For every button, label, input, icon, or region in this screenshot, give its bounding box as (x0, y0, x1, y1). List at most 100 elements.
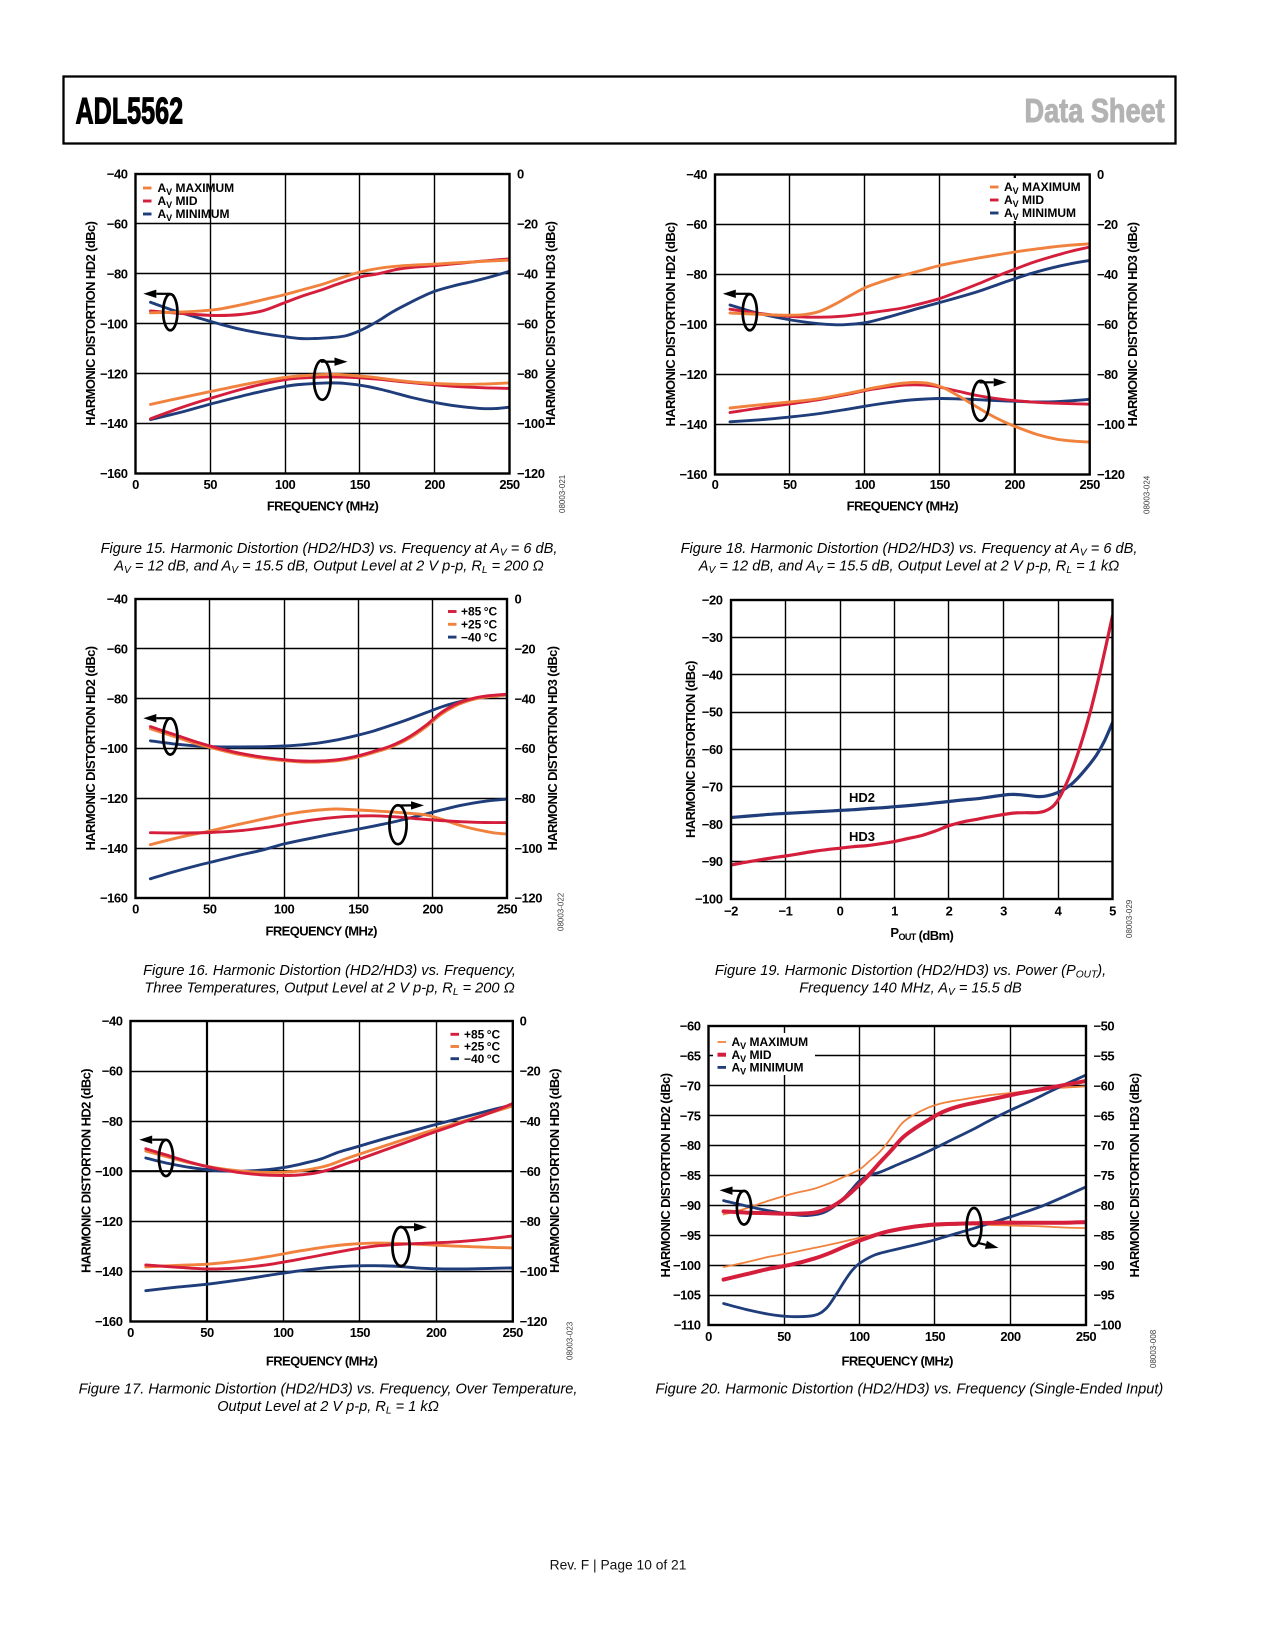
svg-text:Figure 20. Harmonic Distortion: Figure 20. Harmonic Distortion (HD2/HD3)… (656, 1381, 1164, 1397)
svg-text:−95: −95 (1094, 1288, 1115, 1303)
svg-text:250: 250 (1076, 1329, 1097, 1344)
svg-text:−20: −20 (515, 641, 536, 656)
svg-text:−80: −80 (102, 1114, 123, 1129)
svg-text:−60: −60 (1094, 1078, 1115, 1093)
svg-text:100: 100 (849, 1329, 870, 1344)
svg-text:−80: −80 (1094, 1198, 1115, 1213)
svg-text:−95: −95 (680, 1228, 701, 1243)
svg-text:200: 200 (1005, 477, 1026, 492)
svg-text:FREQUENCY (MHz): FREQUENCY (MHz) (842, 1354, 954, 1369)
svg-text:−140: −140 (680, 417, 708, 432)
svg-text:ADL5562: ADL5562 (76, 89, 184, 131)
svg-text:−160: −160 (100, 466, 128, 481)
svg-text:−120: −120 (95, 1214, 123, 1229)
svg-text:−40: −40 (102, 1014, 123, 1029)
svg-text:08003-022: 08003-022 (557, 892, 566, 931)
svg-text:−40: −40 (517, 266, 538, 281)
svg-text:AV MINIMUM: AV MINIMUM (158, 207, 230, 223)
svg-text:−100: −100 (680, 317, 708, 332)
svg-text:100: 100 (855, 477, 876, 492)
svg-text:−80: −80 (107, 266, 128, 281)
svg-text:−100: −100 (695, 892, 723, 907)
svg-text:−80: −80 (107, 691, 128, 706)
svg-text:0: 0 (517, 167, 524, 182)
svg-text:Output Level at 2 V p-p, RL =: Output Level at 2 V p-p, RL = 1 kΩ (217, 1399, 439, 1417)
svg-text:150: 150 (930, 477, 951, 492)
svg-text:AV MAXIMUM: AV MAXIMUM (158, 181, 235, 197)
svg-text:−60: −60 (686, 217, 707, 232)
svg-text:0: 0 (132, 477, 139, 492)
svg-text:−120: −120 (515, 891, 543, 906)
svg-text:−80: −80 (702, 817, 723, 832)
svg-text:250: 250 (499, 477, 520, 492)
svg-text:0: 0 (837, 904, 844, 919)
svg-text:−100: −100 (95, 1164, 123, 1179)
svg-text:HARMONIC DISTORTION HD3 (dBc): HARMONIC DISTORTION HD3 (dBc) (543, 221, 558, 425)
svg-text:−140: −140 (95, 1264, 123, 1279)
svg-text:−80: −80 (1097, 367, 1118, 382)
svg-text:−60: −60 (702, 742, 723, 757)
svg-text:−140: −140 (100, 416, 128, 431)
svg-text:200: 200 (426, 1325, 447, 1340)
svg-text:HARMONIC DISTORTION HD2 (dBc): HARMONIC DISTORTION HD2 (dBc) (83, 221, 98, 425)
svg-text:+25 °C: +25 °C (461, 618, 498, 632)
svg-text:0: 0 (515, 592, 522, 607)
svg-text:HD2: HD2 (849, 790, 875, 805)
svg-text:HARMONIC DISTORTION HD2 (dBc): HARMONIC DISTORTION HD2 (dBc) (83, 646, 98, 850)
svg-text:0: 0 (712, 477, 719, 492)
svg-text:−75: −75 (1094, 1168, 1115, 1183)
svg-text:100: 100 (273, 1325, 294, 1340)
svg-text:5: 5 (1109, 904, 1116, 919)
svg-text:08003-024: 08003-024 (1143, 475, 1152, 514)
svg-text:150: 150 (925, 1329, 946, 1344)
svg-text:−65: −65 (680, 1049, 701, 1064)
svg-text:−90: −90 (680, 1198, 701, 1213)
svg-text:−40: −40 (520, 1114, 541, 1129)
svg-text:−65: −65 (1094, 1108, 1115, 1123)
svg-text:Rev. F | Page 10 of 21: Rev. F | Page 10 of 21 (550, 1558, 687, 1573)
svg-text:HARMONIC DISTORTION HD2 (dBc): HARMONIC DISTORTION HD2 (dBc) (663, 222, 678, 426)
svg-text:−120: −120 (517, 466, 545, 481)
svg-text:08003-021: 08003-021 (558, 474, 567, 513)
svg-text:Frequency 140 MHz, AV = 15.5 d: Frequency 140 MHz, AV = 15.5 dB (799, 981, 1022, 999)
svg-text:HARMONIC DISTORTION HD3 (dBc): HARMONIC DISTORTION HD3 (dBc) (545, 646, 560, 850)
svg-text:Figure 18. Harmonic Distortion: Figure 18. Harmonic Distortion (HD2/HD3)… (681, 541, 1138, 559)
svg-text:+85 °C: +85 °C (461, 605, 498, 619)
svg-text:+85 °C: +85 °C (464, 1028, 501, 1042)
svg-text:200: 200 (1000, 1329, 1021, 1344)
svg-text:HARMONIC DISTORTION HD3 (dBc): HARMONIC DISTORTION HD3 (dBc) (1127, 1073, 1142, 1277)
svg-text:250: 250 (503, 1325, 524, 1340)
svg-text:−20: −20 (1097, 217, 1118, 232)
svg-text:−100: −100 (1094, 1318, 1122, 1333)
svg-text:AV = 12 dB, and AV = 15.5 dB,: AV = 12 dB, and AV = 15.5 dB, Output Lev… (698, 559, 1119, 577)
svg-text:50: 50 (783, 477, 797, 492)
svg-text:Figure 17. Harmonic Distortion: Figure 17. Harmonic Distortion (HD2/HD3)… (79, 1381, 578, 1397)
svg-text:−40: −40 (1097, 267, 1118, 282)
svg-text:4: 4 (1055, 904, 1063, 919)
svg-text:0: 0 (132, 902, 139, 917)
svg-text:HARMONIC DISTORTION HD2 (dBc): HARMONIC DISTORTION HD2 (dBc) (78, 1069, 93, 1273)
svg-text:−160: −160 (680, 467, 708, 482)
svg-text:−60: −60 (515, 741, 536, 756)
svg-text:0: 0 (127, 1325, 134, 1340)
svg-text:−90: −90 (702, 854, 723, 869)
svg-text:−80: −80 (515, 791, 536, 806)
svg-text:0: 0 (1097, 167, 1104, 182)
svg-text:08003-008: 08003-008 (1149, 1329, 1158, 1368)
svg-text:−100: −100 (673, 1258, 701, 1273)
svg-text:HARMONIC DISTORTION HD3 (dBc): HARMONIC DISTORTION HD3 (dBc) (547, 1069, 562, 1273)
svg-text:−60: −60 (107, 217, 128, 232)
svg-text:AV MAXIMUM: AV MAXIMUM (1004, 180, 1081, 196)
svg-text:FREQUENCY (MHz): FREQUENCY (MHz) (847, 499, 959, 514)
svg-text:−40: −40 (702, 667, 723, 682)
svg-text:−40: −40 (515, 691, 536, 706)
svg-text:−120: −120 (520, 1314, 548, 1329)
svg-text:Figure 16. Harmonic Distortion: Figure 16. Harmonic Distortion (HD2/HD3)… (143, 963, 516, 979)
svg-text:−60: −60 (520, 1164, 541, 1179)
svg-text:−80: −80 (517, 366, 538, 381)
svg-text:−100: −100 (520, 1264, 548, 1279)
svg-text:Data Sheet: Data Sheet (1025, 92, 1165, 129)
svg-text:−55: −55 (1094, 1049, 1115, 1064)
svg-text:−75: −75 (680, 1108, 701, 1123)
svg-text:0: 0 (705, 1329, 712, 1344)
